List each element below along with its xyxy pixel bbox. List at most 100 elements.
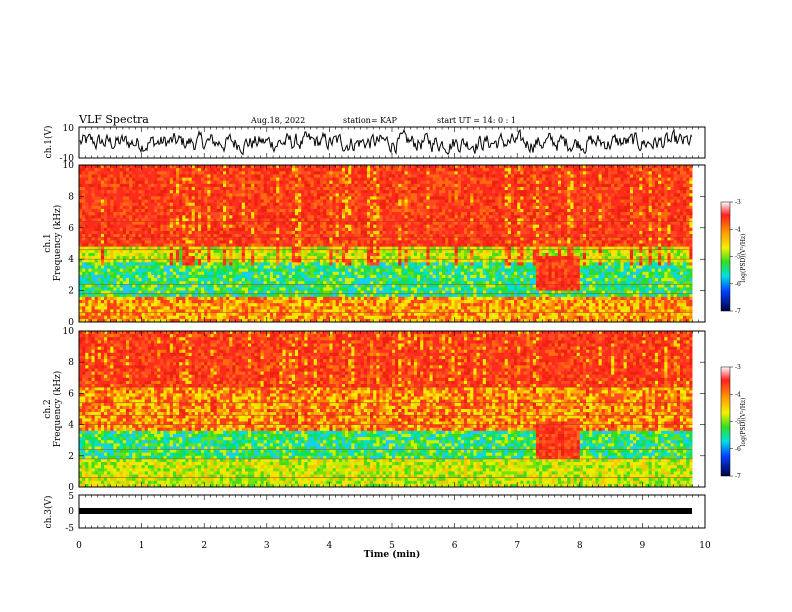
spectrogram-cell bbox=[282, 209, 285, 212]
spectrogram-cell bbox=[364, 209, 367, 212]
spectrogram-cell bbox=[123, 262, 126, 265]
spectrogram-cell bbox=[88, 171, 91, 174]
spectrogram-cell bbox=[132, 297, 135, 300]
spectrogram-cell bbox=[339, 262, 342, 265]
spectrogram-cell bbox=[220, 259, 223, 262]
spectrogram-cell bbox=[370, 278, 373, 281]
spectrogram-cell bbox=[214, 278, 217, 281]
spectrogram-cell bbox=[210, 171, 213, 174]
spectrogram-cell bbox=[142, 190, 145, 193]
spectrogram-cell bbox=[336, 174, 339, 177]
spectrogram-cell bbox=[245, 284, 248, 287]
spectrogram-cell bbox=[295, 284, 298, 287]
spectrogram-cell bbox=[204, 313, 207, 316]
spectrogram-cell bbox=[239, 272, 242, 275]
spectrogram-cell bbox=[351, 278, 354, 281]
spectrogram-cell bbox=[361, 250, 364, 253]
spectrogram-cell bbox=[282, 306, 285, 309]
spectrogram-cell bbox=[148, 287, 151, 290]
spectrogram-cell bbox=[364, 203, 367, 206]
spectrogram-cell bbox=[361, 190, 364, 193]
spectrogram-cell bbox=[364, 300, 367, 303]
spectrogram-cell bbox=[351, 237, 354, 240]
spectrogram-cell bbox=[361, 306, 364, 309]
spectrogram-cell bbox=[261, 250, 264, 253]
spectrogram-cell bbox=[317, 265, 320, 268]
spectrogram-cell bbox=[292, 269, 295, 272]
spectrogram-cell bbox=[201, 240, 204, 243]
spectrogram-cell bbox=[254, 171, 257, 174]
spectrogram-cell bbox=[336, 171, 339, 174]
spectrogram-cell bbox=[92, 171, 95, 174]
spectrogram-cell bbox=[339, 269, 342, 272]
spectrogram-cell bbox=[123, 187, 126, 190]
spectrogram-cell bbox=[95, 300, 98, 303]
spectrogram-cell bbox=[364, 297, 367, 300]
spectrogram-cell bbox=[307, 284, 310, 287]
spectrogram-cell bbox=[148, 316, 151, 319]
spectrogram-cell bbox=[286, 193, 289, 196]
spectrogram-cell bbox=[376, 168, 379, 171]
spectrogram-cell bbox=[298, 228, 301, 231]
spectrogram-cell bbox=[110, 272, 113, 275]
spectrogram-cell bbox=[223, 228, 226, 231]
spectrogram-cell bbox=[210, 231, 213, 234]
spectrogram-cell bbox=[164, 240, 167, 243]
spectrogram-cell bbox=[276, 168, 279, 171]
spectrogram-cell bbox=[151, 206, 154, 209]
spectrogram-cell bbox=[317, 272, 320, 275]
spectrogram-cell bbox=[117, 222, 120, 225]
spectrogram-cell bbox=[107, 278, 110, 281]
spectrogram-cell bbox=[314, 190, 317, 193]
spectrogram-cell bbox=[304, 284, 307, 287]
spectrogram-cell bbox=[201, 262, 204, 265]
spectrogram-cell bbox=[323, 222, 326, 225]
spectrogram-cell bbox=[82, 253, 85, 256]
spectrogram-cell bbox=[373, 190, 376, 193]
spectrogram-cell bbox=[304, 212, 307, 215]
spectrogram-cell bbox=[270, 278, 273, 281]
spectrogram-cell bbox=[264, 171, 267, 174]
spectrogram-cell bbox=[364, 196, 367, 199]
spectrogram-cell bbox=[220, 181, 223, 184]
spectrogram-cell bbox=[113, 215, 116, 218]
spectrogram-cell bbox=[185, 209, 188, 212]
spectrogram-cell bbox=[160, 171, 163, 174]
spectrogram-cell bbox=[276, 244, 279, 247]
spectrogram-cell bbox=[314, 174, 317, 177]
spectrogram-cell bbox=[286, 259, 289, 262]
spectrogram-cell bbox=[142, 225, 145, 228]
spectrogram-cell bbox=[239, 212, 242, 215]
spectrogram-cell bbox=[239, 225, 242, 228]
spectrogram-cell bbox=[79, 209, 82, 212]
spectrogram-cell bbox=[301, 294, 304, 297]
spectrogram-cell bbox=[104, 200, 107, 203]
spectrogram-cell bbox=[232, 171, 235, 174]
spectrogram-cell bbox=[373, 200, 376, 203]
spectrogram-cell bbox=[79, 174, 82, 177]
spectrogram-cell bbox=[220, 203, 223, 206]
spectrogram-cell bbox=[354, 240, 357, 243]
spectrogram-cell bbox=[173, 284, 176, 287]
spectrogram-cell bbox=[123, 303, 126, 306]
spectrogram-cell bbox=[129, 168, 132, 171]
spectrogram-cell bbox=[276, 190, 279, 193]
spectrogram-cell bbox=[104, 275, 107, 278]
spectrogram-cell bbox=[304, 269, 307, 272]
spectrogram-cell bbox=[317, 215, 320, 218]
spectrogram-cell bbox=[79, 196, 82, 199]
spectrogram-cell bbox=[82, 275, 85, 278]
spectrogram-cell bbox=[148, 259, 151, 262]
spectrogram-cell bbox=[292, 193, 295, 196]
spectrogram-cell bbox=[232, 265, 235, 268]
spectrogram-cell bbox=[279, 250, 282, 253]
spectrogram-cell bbox=[370, 174, 373, 177]
spectrogram-cell bbox=[326, 237, 329, 240]
spectrogram-cell bbox=[229, 168, 232, 171]
spectrogram-cell bbox=[204, 181, 207, 184]
spectrogram-cell bbox=[336, 165, 339, 168]
spectrogram-cell bbox=[292, 278, 295, 281]
spectrogram-cell bbox=[307, 265, 310, 268]
spectrogram-cell bbox=[113, 212, 116, 215]
spectrogram-cell bbox=[145, 262, 148, 265]
